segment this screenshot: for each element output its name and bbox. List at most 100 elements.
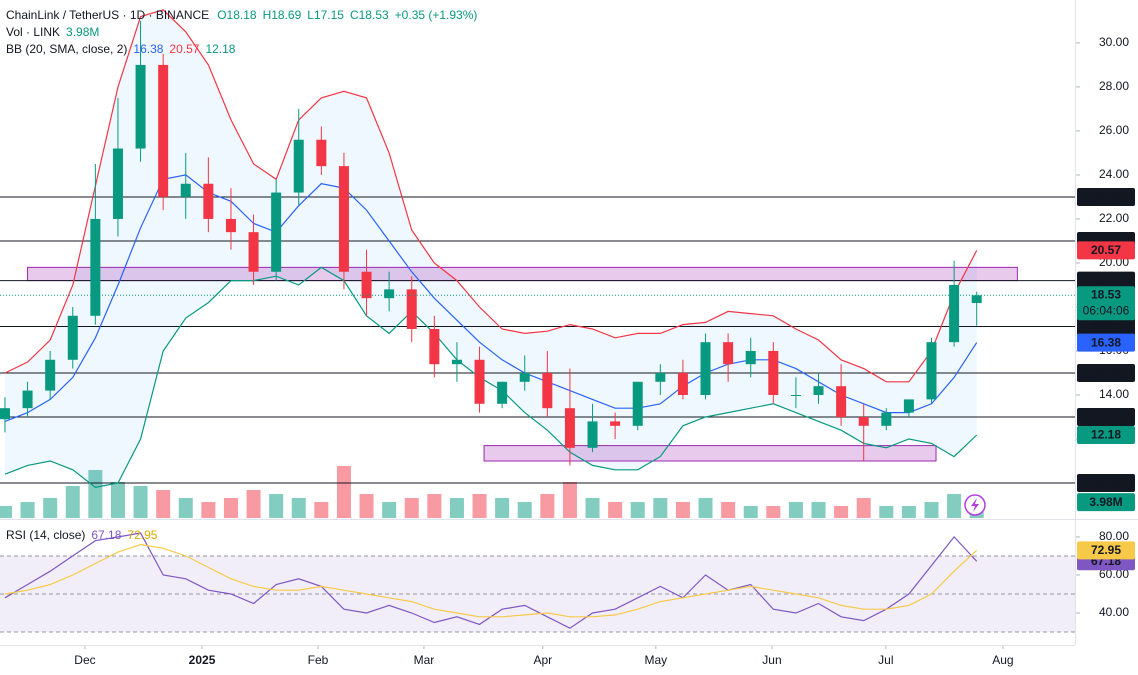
main-pane	[0, 9, 1075, 629]
bb-basis: 16.38	[133, 42, 163, 56]
level-tag: 23.00	[1091, 190, 1121, 204]
bb-lower: 12.18	[205, 42, 235, 56]
rsi-band	[0, 555, 1075, 633]
volume-bar	[901, 506, 916, 518]
candle-body	[158, 64, 169, 197]
y-tick-label: 26.00	[1099, 123, 1129, 137]
candle-body	[316, 139, 327, 167]
candle-body	[271, 192, 282, 272]
volume-bar	[608, 502, 623, 518]
price-axis: 30.0028.0026.0024.0022.0020.0018.0016.00…	[74, 35, 1135, 667]
x-tick-label: 2025	[189, 653, 216, 667]
candle-body	[451, 359, 462, 365]
volume-bar	[0, 506, 12, 518]
candle-body	[293, 139, 304, 193]
symbol: ChainLink / TetherUS · 1D · BINANCE	[6, 8, 209, 22]
rsi-tag: 72.95	[1091, 543, 1121, 557]
candle-body	[881, 412, 892, 426]
volume-bar	[449, 498, 464, 518]
volume-bar	[291, 498, 306, 518]
candle-body	[45, 359, 56, 391]
volume-bar	[246, 490, 261, 518]
volume-bar	[630, 502, 645, 518]
x-tick-label: May	[644, 653, 667, 667]
flash-icon[interactable]	[964, 494, 986, 516]
open: O18.18	[217, 8, 257, 22]
volume-bar	[879, 506, 894, 518]
volume-bar	[811, 502, 826, 518]
volume-bar	[43, 498, 58, 518]
level-tag-bg	[1077, 363, 1135, 382]
volume-bar	[20, 502, 35, 518]
countdown: 06:04:06	[1083, 303, 1130, 317]
price-tag: 16.38	[1091, 335, 1121, 349]
y-tick-label: 28.00	[1099, 79, 1129, 93]
candle-body	[723, 342, 734, 365]
volume-tag: 3.98M	[1089, 495, 1122, 509]
level-tag: 17.11	[1091, 319, 1121, 333]
volume-bar	[404, 498, 419, 518]
volume-bar	[65, 486, 80, 518]
icon-bolt[interactable]	[971, 498, 979, 512]
bb-upper: 20.57	[169, 42, 199, 56]
volume-bar	[924, 502, 939, 518]
volume-bar	[110, 482, 125, 518]
candle-body	[610, 421, 621, 426]
volume-bar	[133, 486, 148, 518]
candle-body	[519, 372, 530, 382]
candle-body	[474, 359, 485, 404]
volume-bar	[359, 494, 374, 518]
volume-bar	[223, 498, 238, 518]
x-tick-label: Jul	[878, 653, 893, 667]
volume-bar	[743, 506, 758, 518]
candle-body	[768, 350, 779, 395]
volume-bar	[721, 502, 736, 518]
y-tick-label: 22.00	[1099, 211, 1129, 225]
x-tick-label: Jun	[762, 653, 781, 667]
volume-bar	[517, 502, 532, 518]
candle-body	[497, 381, 508, 404]
rsi-tick-label: 40.00	[1099, 605, 1129, 619]
candle-body	[926, 342, 937, 400]
candle-body	[542, 372, 553, 409]
price-tag-bg	[1077, 426, 1135, 445]
bb-upper	[4, 9, 978, 383]
price-tag-bg	[1077, 241, 1135, 260]
rsi-line	[4, 543, 978, 618]
volume-bar	[540, 494, 555, 518]
candle-body	[67, 315, 78, 360]
price-tag: 12.18	[1091, 428, 1121, 442]
volume-tag-bg	[1077, 493, 1135, 512]
level-tag-bg	[1077, 317, 1135, 336]
volume-bar	[427, 494, 442, 518]
bb-legend: BB (20, SMA, close, 2) 16.38 20.57 12.18	[6, 42, 236, 56]
vol-label: Vol · LINK	[6, 25, 60, 39]
candle-body	[180, 183, 191, 197]
candle-body	[248, 232, 259, 272]
level-tag: 13.00	[1091, 410, 1121, 424]
candle-body	[949, 284, 960, 343]
volume-bar	[314, 502, 329, 518]
price-tag: 20.57	[1091, 243, 1121, 257]
rsi-tag-bg	[1077, 541, 1135, 560]
volume-bar	[269, 494, 284, 518]
y-tick-label: 14.00	[1099, 387, 1129, 401]
level-tag: 15.00	[1091, 366, 1121, 380]
volume-bar	[562, 482, 577, 518]
rsi-tick-label: 80.00	[1099, 529, 1129, 543]
candle-body	[90, 218, 101, 316]
volume-bar	[495, 498, 510, 518]
price-tag-bg	[1077, 286, 1135, 321]
panes	[0, 9, 1075, 633]
rsi-tick-label: 60.00	[1099, 567, 1129, 581]
candle-body	[903, 399, 914, 413]
volume-bar	[856, 498, 871, 518]
rsi-ma-value: 72.95	[127, 528, 157, 542]
candle-body	[836, 386, 847, 417]
candle-body	[971, 295, 982, 304]
candle-body	[384, 289, 395, 299]
candle-body	[858, 416, 869, 426]
zone	[483, 445, 937, 462]
